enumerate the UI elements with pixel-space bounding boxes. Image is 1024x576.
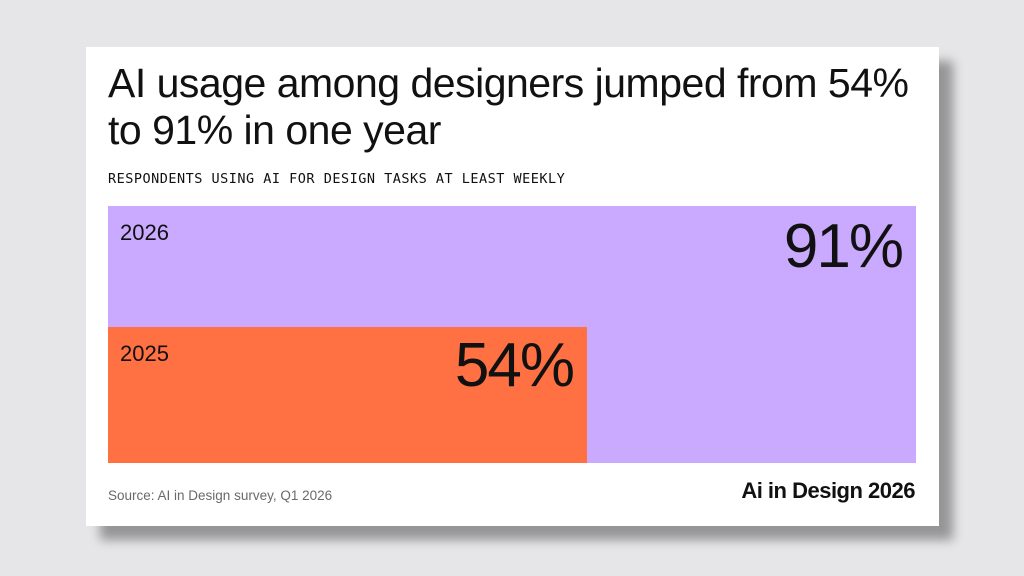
bar-value-2025: 54% — [454, 331, 575, 400]
chart-subtitle: RESPONDENTS USING AI FOR DESIGN TASKS AT… — [108, 171, 566, 187]
bar-label-2025: 2025 — [120, 341, 169, 366]
source-note: Source: AI in Design survey, Q1 2026 — [108, 488, 333, 503]
chart-card: AI usage among designers jumped from 54%… — [86, 47, 939, 526]
plot-area: 2026 91% 2025 54% — [108, 206, 916, 463]
bar-label-2026: 2026 — [120, 220, 169, 245]
chart-title: AI usage among designers jumped from 54%… — [108, 60, 909, 153]
brand-logo: Ai in Design 2026 — [741, 478, 915, 503]
bar-value-2026: 91% — [783, 212, 904, 281]
bar-2025: 2025 54% — [108, 327, 587, 463]
